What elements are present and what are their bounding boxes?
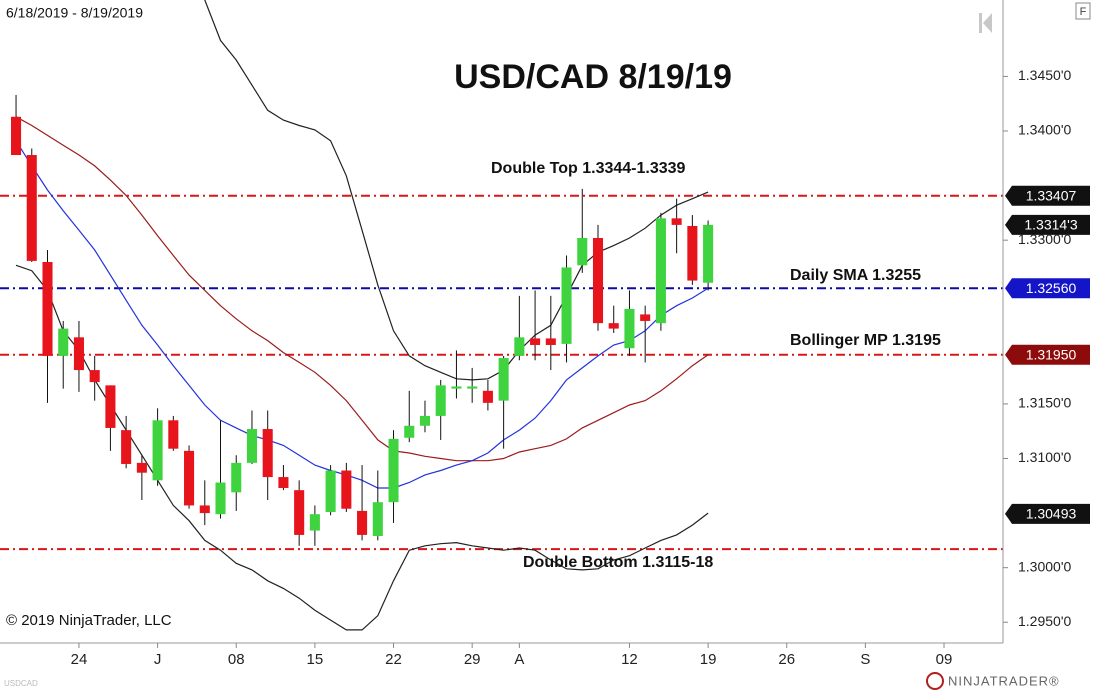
logo: NINJATRADER® — [948, 673, 1060, 688]
candle-body — [451, 386, 462, 389]
candle-body — [26, 155, 37, 261]
candle-body — [372, 502, 383, 537]
skip-icon-arrow — [983, 13, 992, 33]
price-badge — [1005, 503, 1090, 524]
price-badge-label: 1.3314'3 — [1024, 217, 1077, 233]
logo-icon — [926, 672, 944, 690]
x-tick-label: 09 — [936, 651, 953, 668]
candle-body — [545, 338, 556, 345]
candle-body — [105, 385, 116, 428]
x-tick-label: 15 — [307, 651, 324, 668]
candle-body — [309, 514, 320, 531]
candle-body — [121, 430, 132, 464]
x-tick-label: 26 — [778, 651, 795, 668]
corner-button[interactable] — [1075, 2, 1091, 20]
candle-body — [687, 225, 698, 281]
candle-body — [514, 337, 525, 356]
indicator-line — [15, 116, 709, 462]
candle-body — [215, 482, 226, 515]
candle-body — [246, 429, 258, 463]
candle-body — [592, 237, 604, 324]
candle-body — [435, 385, 446, 416]
symbol-watermark: USDCAD — [4, 679, 38, 688]
candle-body — [467, 386, 478, 389]
price-badge-label: 1.32560 — [1026, 280, 1077, 296]
candle-body — [184, 450, 195, 506]
candle-body — [73, 337, 84, 371]
x-tick-label: S — [860, 651, 870, 668]
annotation: Bollinger MP 1.3195 — [790, 332, 941, 349]
candle-body — [278, 477, 289, 488]
candle-body — [357, 510, 368, 535]
candle-body — [404, 425, 415, 438]
x-tick-label: 24 — [71, 651, 88, 668]
price-badge-label: 1.30493 — [1026, 506, 1077, 522]
candle-body — [262, 429, 273, 478]
candle-body — [341, 470, 352, 509]
y-tick-label: 1.3150'0 — [1018, 395, 1071, 411]
skip-icon[interactable] — [979, 13, 992, 33]
price-badge-label: 1.33407 — [1026, 187, 1077, 203]
y-tick-label: 1.3000'0 — [1018, 558, 1071, 574]
candle-body — [703, 224, 714, 283]
candle-body — [152, 420, 163, 481]
candle-body — [388, 438, 399, 503]
candle-body — [419, 415, 431, 426]
x-tick-label: 22 — [385, 651, 402, 668]
plot-area — [0, 0, 1003, 631]
y-tick-label: 1.3400'0 — [1018, 122, 1071, 138]
chart-title: USD/CAD 8/19/19 — [454, 58, 732, 96]
candle-body — [577, 237, 588, 266]
candle-body — [655, 218, 666, 324]
y-tick-label: 1.2950'0 — [1018, 613, 1071, 629]
price-badge — [1005, 344, 1090, 365]
candle-body — [498, 358, 509, 401]
price-badge — [1005, 278, 1090, 299]
annotation: Double Top 1.3344-1.3339 — [491, 160, 686, 177]
candle-body — [530, 338, 541, 345]
x-tick-label: A — [514, 651, 524, 668]
indicator-line — [15, 264, 709, 631]
candle-body — [89, 370, 100, 383]
price-badge-label: 1.31950 — [1026, 346, 1077, 362]
corner-button-label: F — [1080, 6, 1087, 18]
x-tick-label: 19 — [700, 651, 717, 668]
x-tick-label: J — [154, 651, 162, 668]
indicator-line — [204, 0, 709, 381]
candle-body — [294, 490, 305, 535]
candle-body — [42, 262, 53, 356]
candle-body — [624, 308, 635, 349]
candle-body — [640, 314, 651, 321]
candle-body — [231, 462, 242, 493]
x-tick-label: 29 — [464, 651, 481, 668]
candle-body — [325, 470, 336, 512]
candle-body — [608, 323, 619, 329]
annotation: Double Bottom 1.3115-18 — [523, 554, 713, 571]
x-tick-label: 08 — [228, 651, 245, 668]
y-tick-label: 1.3450'0 — [1018, 67, 1071, 83]
candle-body — [136, 462, 147, 473]
candle-body — [561, 267, 572, 344]
skip-icon-bar — [979, 13, 982, 33]
candle-body — [482, 390, 493, 403]
x-tick-label: 12 — [621, 651, 638, 668]
price-badge — [1005, 185, 1090, 206]
candle-body — [199, 505, 210, 514]
copyright: © 2019 NinjaTrader, LLC — [6, 612, 172, 629]
candle-body — [11, 116, 22, 156]
price-badge — [1005, 214, 1090, 235]
date-range: 6/18/2019 - 8/19/2019 — [6, 5, 143, 21]
candle-body — [168, 420, 179, 449]
candle-body — [671, 218, 682, 225]
y-tick-label: 1.3100'0 — [1018, 449, 1071, 465]
candle-body — [58, 328, 69, 356]
annotation: Daily SMA 1.3255 — [790, 267, 921, 284]
